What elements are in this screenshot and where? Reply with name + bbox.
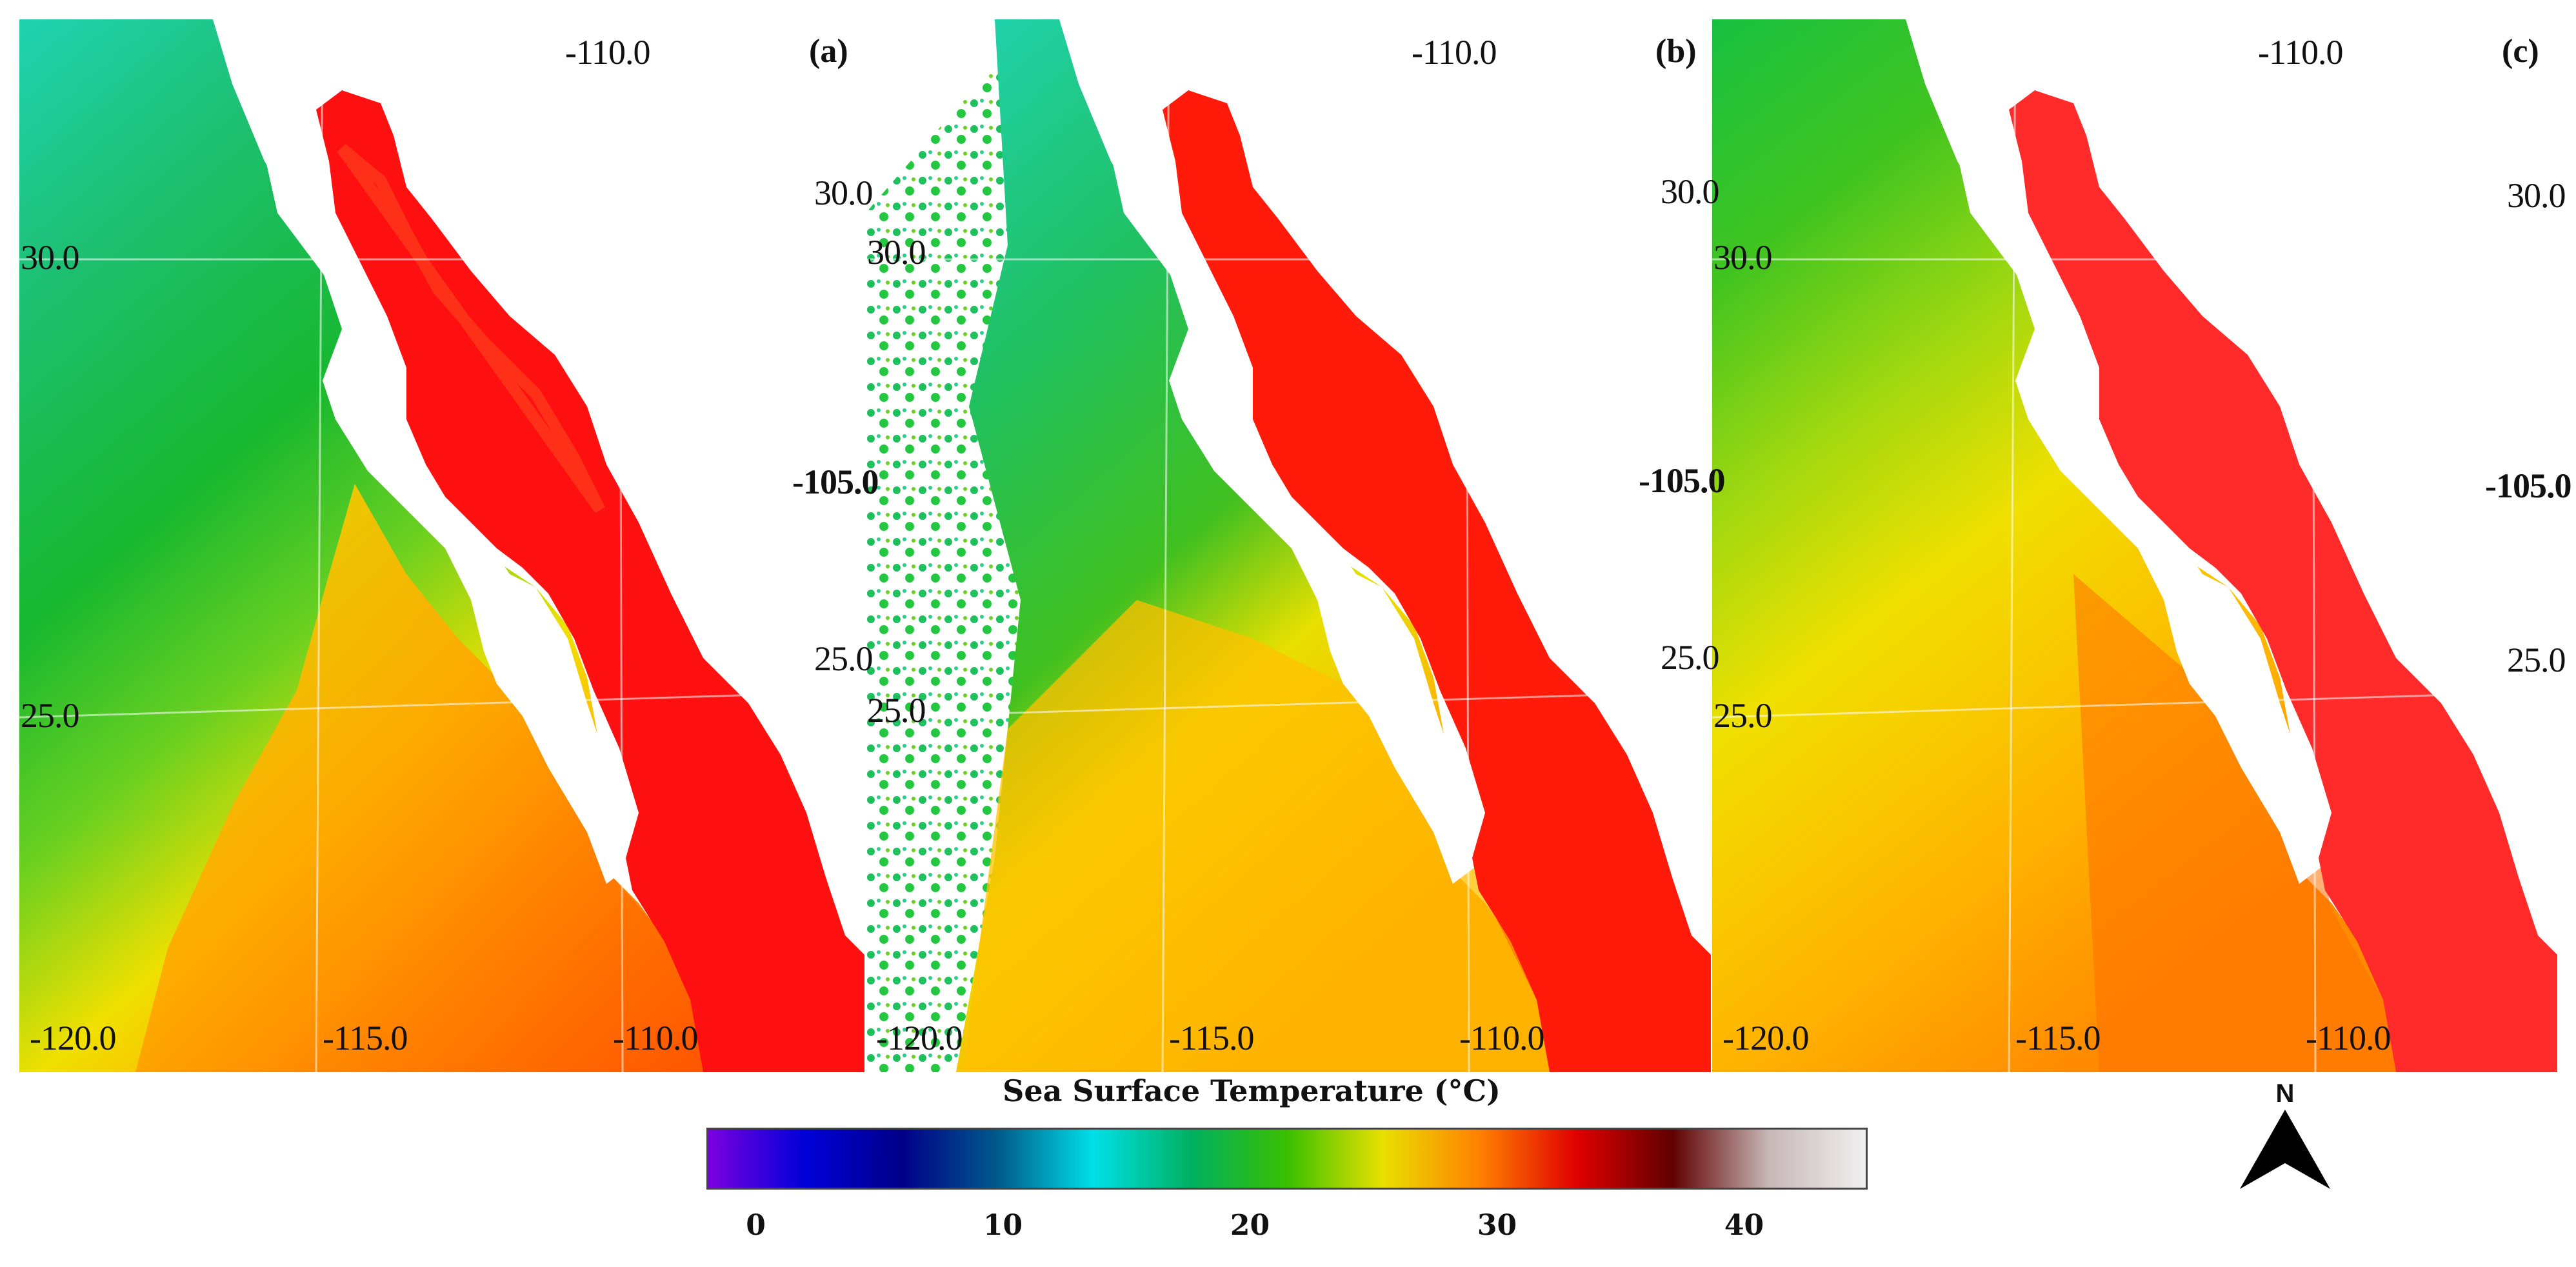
north-label: N: [2276, 1079, 2295, 1108]
north-arrow-icon: N: [2240, 1079, 2330, 1189]
right-lat-label-30: 30.0: [2507, 176, 2566, 215]
colorbar-title: Sea Surface Temperature (°C): [1003, 1073, 1501, 1108]
map-panel-b: -110.0 (b) 30.0 25.0 -120.0 -115.0 -110.…: [866, 19, 1711, 1072]
lon-label-bottom-110: -110.0: [1459, 1019, 1544, 1057]
lon-label-top: -110.0: [1412, 33, 1497, 72]
side-lat-label-25: 25.0: [1661, 638, 1719, 677]
lat-label-25: 25.0: [21, 696, 79, 735]
lon-label-bottom-115: -115.0: [1169, 1019, 1254, 1057]
side-lon-label-105: -105.0: [1639, 461, 1725, 500]
colorbar-tick-label: 20: [1230, 1209, 1270, 1242]
panel-label-c: (c): [2502, 33, 2539, 70]
colorbar-tick-label: 40: [1724, 1209, 1764, 1242]
lon-label-bottom-120: -120.0: [876, 1019, 963, 1057]
colorbar-tick-label: 0: [746, 1209, 766, 1242]
right-lon-label-105: -105.0: [2485, 466, 2571, 505]
side-lat-label-25: 25.0: [814, 639, 873, 678]
lon-label-top: -110.0: [565, 33, 650, 72]
lat-label-25: 25.0: [1713, 696, 1772, 735]
sst-map-b: [866, 19, 1711, 1072]
colorbar-tick-label: 30: [1477, 1209, 1517, 1242]
colorbar: [706, 1128, 1868, 1190]
map-panel-c: -110.0 (c) 30.0 25.0 -120.0 -115.0 -110.…: [1712, 19, 2557, 1072]
lon-label-bottom-120: -120.0: [30, 1019, 116, 1057]
lon-label-bottom-110: -110.0: [2306, 1019, 2391, 1057]
lon-label-bottom-115: -115.0: [2015, 1019, 2101, 1057]
side-lon-label-105: -105.0: [792, 463, 879, 501]
lon-label-bottom-110: -110.0: [613, 1019, 698, 1057]
lon-label-bottom-120: -120.0: [1722, 1019, 1809, 1057]
lat-label-30: 30.0: [21, 238, 79, 277]
map-panel-a: -110.0 (a) 30.0 25.0 -120.0 -115.0 -110.…: [19, 19, 864, 1072]
lat-label-30: 30.0: [1713, 238, 1772, 277]
panel-label-a: (a): [809, 33, 848, 70]
side-lat-label-30: 30.0: [1661, 172, 1719, 211]
lat-label-25: 25.0: [867, 691, 926, 730]
lon-label-top: -110.0: [2258, 33, 2343, 72]
lon-label-bottom-115: -115.0: [323, 1019, 408, 1057]
side-lat-label-30: 30.0: [814, 174, 873, 212]
colorbar-tick-label: 10: [983, 1209, 1023, 1242]
sst-map-c: [1712, 19, 2557, 1072]
right-lat-label-25: 25.0: [2507, 641, 2566, 679]
sst-map-a: [19, 19, 864, 1072]
panel-label-b: (b): [1655, 33, 1697, 70]
lat-label-30: 30.0: [867, 233, 926, 272]
